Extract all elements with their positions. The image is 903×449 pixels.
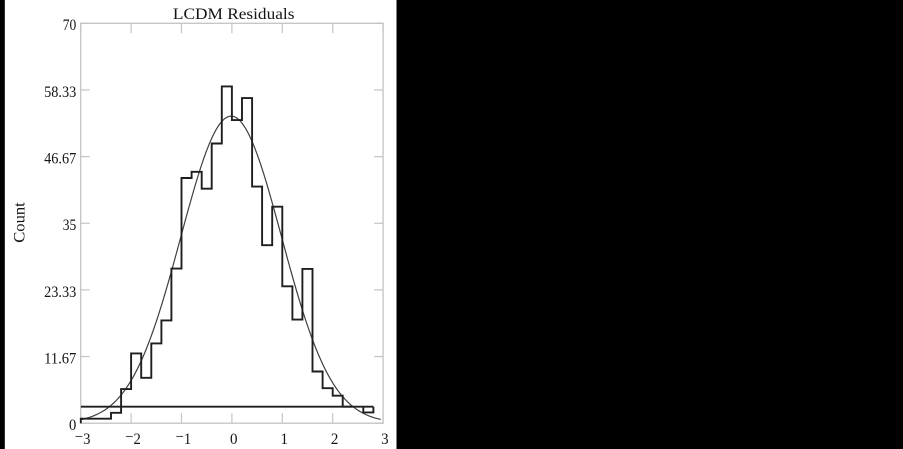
svg-text:58.33: 58.33 [44,84,76,101]
svg-text:−2: −2 [125,428,141,448]
svg-text:Count: Count [9,202,28,243]
svg-text:1: 1 [280,431,288,448]
svg-text:−3: −3 [75,428,91,448]
svg-text:23.33: 23.33 [44,284,76,301]
svg-text:−1: −1 [176,428,192,448]
svg-text:70: 70 [63,17,77,34]
svg-text:3: 3 [381,431,389,448]
svg-text:46.67: 46.67 [44,151,76,168]
svg-text:2: 2 [331,431,339,448]
svg-text:0: 0 [69,417,76,434]
svg-text:0: 0 [230,431,238,448]
svg-text:11.67: 11.67 [44,350,76,367]
svg-text:35: 35 [63,217,77,234]
svg-text:LCDM Residuals: LCDM Residuals [173,4,295,23]
